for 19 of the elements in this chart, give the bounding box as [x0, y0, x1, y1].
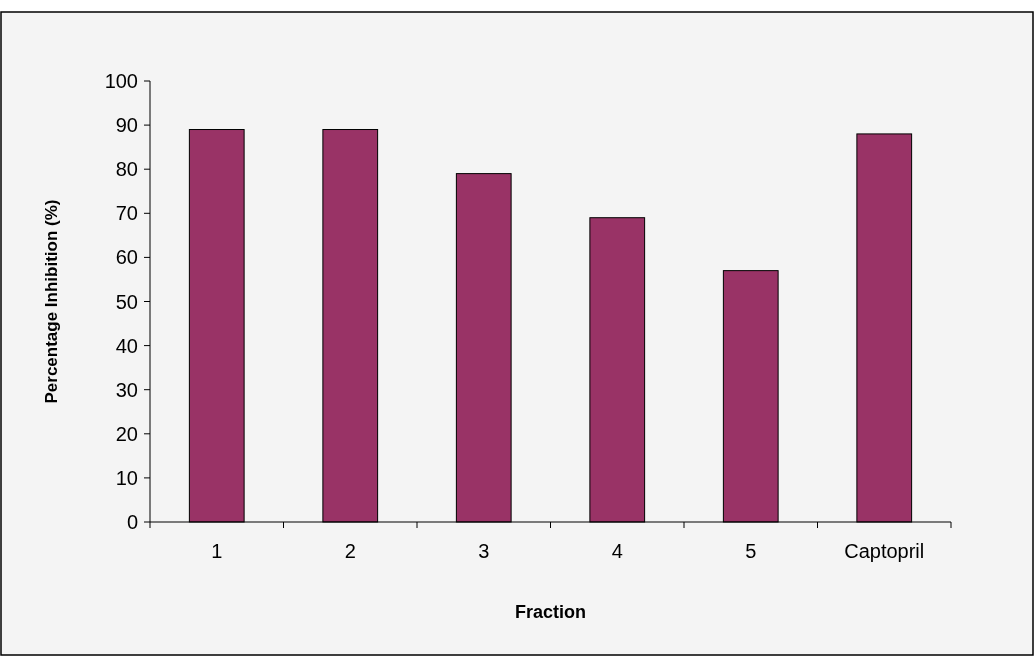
y-tick-label: 10	[115, 466, 138, 489]
y-axis-title: Percentage Inhibition (%)	[42, 199, 61, 404]
x-tick-label: 4	[611, 540, 623, 562]
x-axis-title: Fraction	[514, 602, 587, 622]
y-tick-label: 20	[115, 422, 138, 445]
x-tick-label: Captopril	[844, 540, 925, 562]
y-tick-label: 80	[115, 158, 138, 181]
y-tick-label: 90	[115, 114, 138, 137]
y-tick-label: 70	[115, 202, 138, 225]
x-tick-label: 3	[478, 540, 490, 562]
y-tick-label: 100	[104, 70, 138, 92]
x-tick-label: 2	[344, 540, 356, 562]
y-tick-label: 30	[115, 378, 138, 401]
y-tick-label: 40	[115, 334, 138, 357]
y-tick-label: 60	[115, 246, 138, 269]
x-tick-label: 1	[211, 540, 223, 562]
y-tick-label: 0	[126, 511, 138, 533]
y-tick-label: 50	[115, 290, 138, 313]
x-tick-label: 5	[745, 540, 757, 562]
